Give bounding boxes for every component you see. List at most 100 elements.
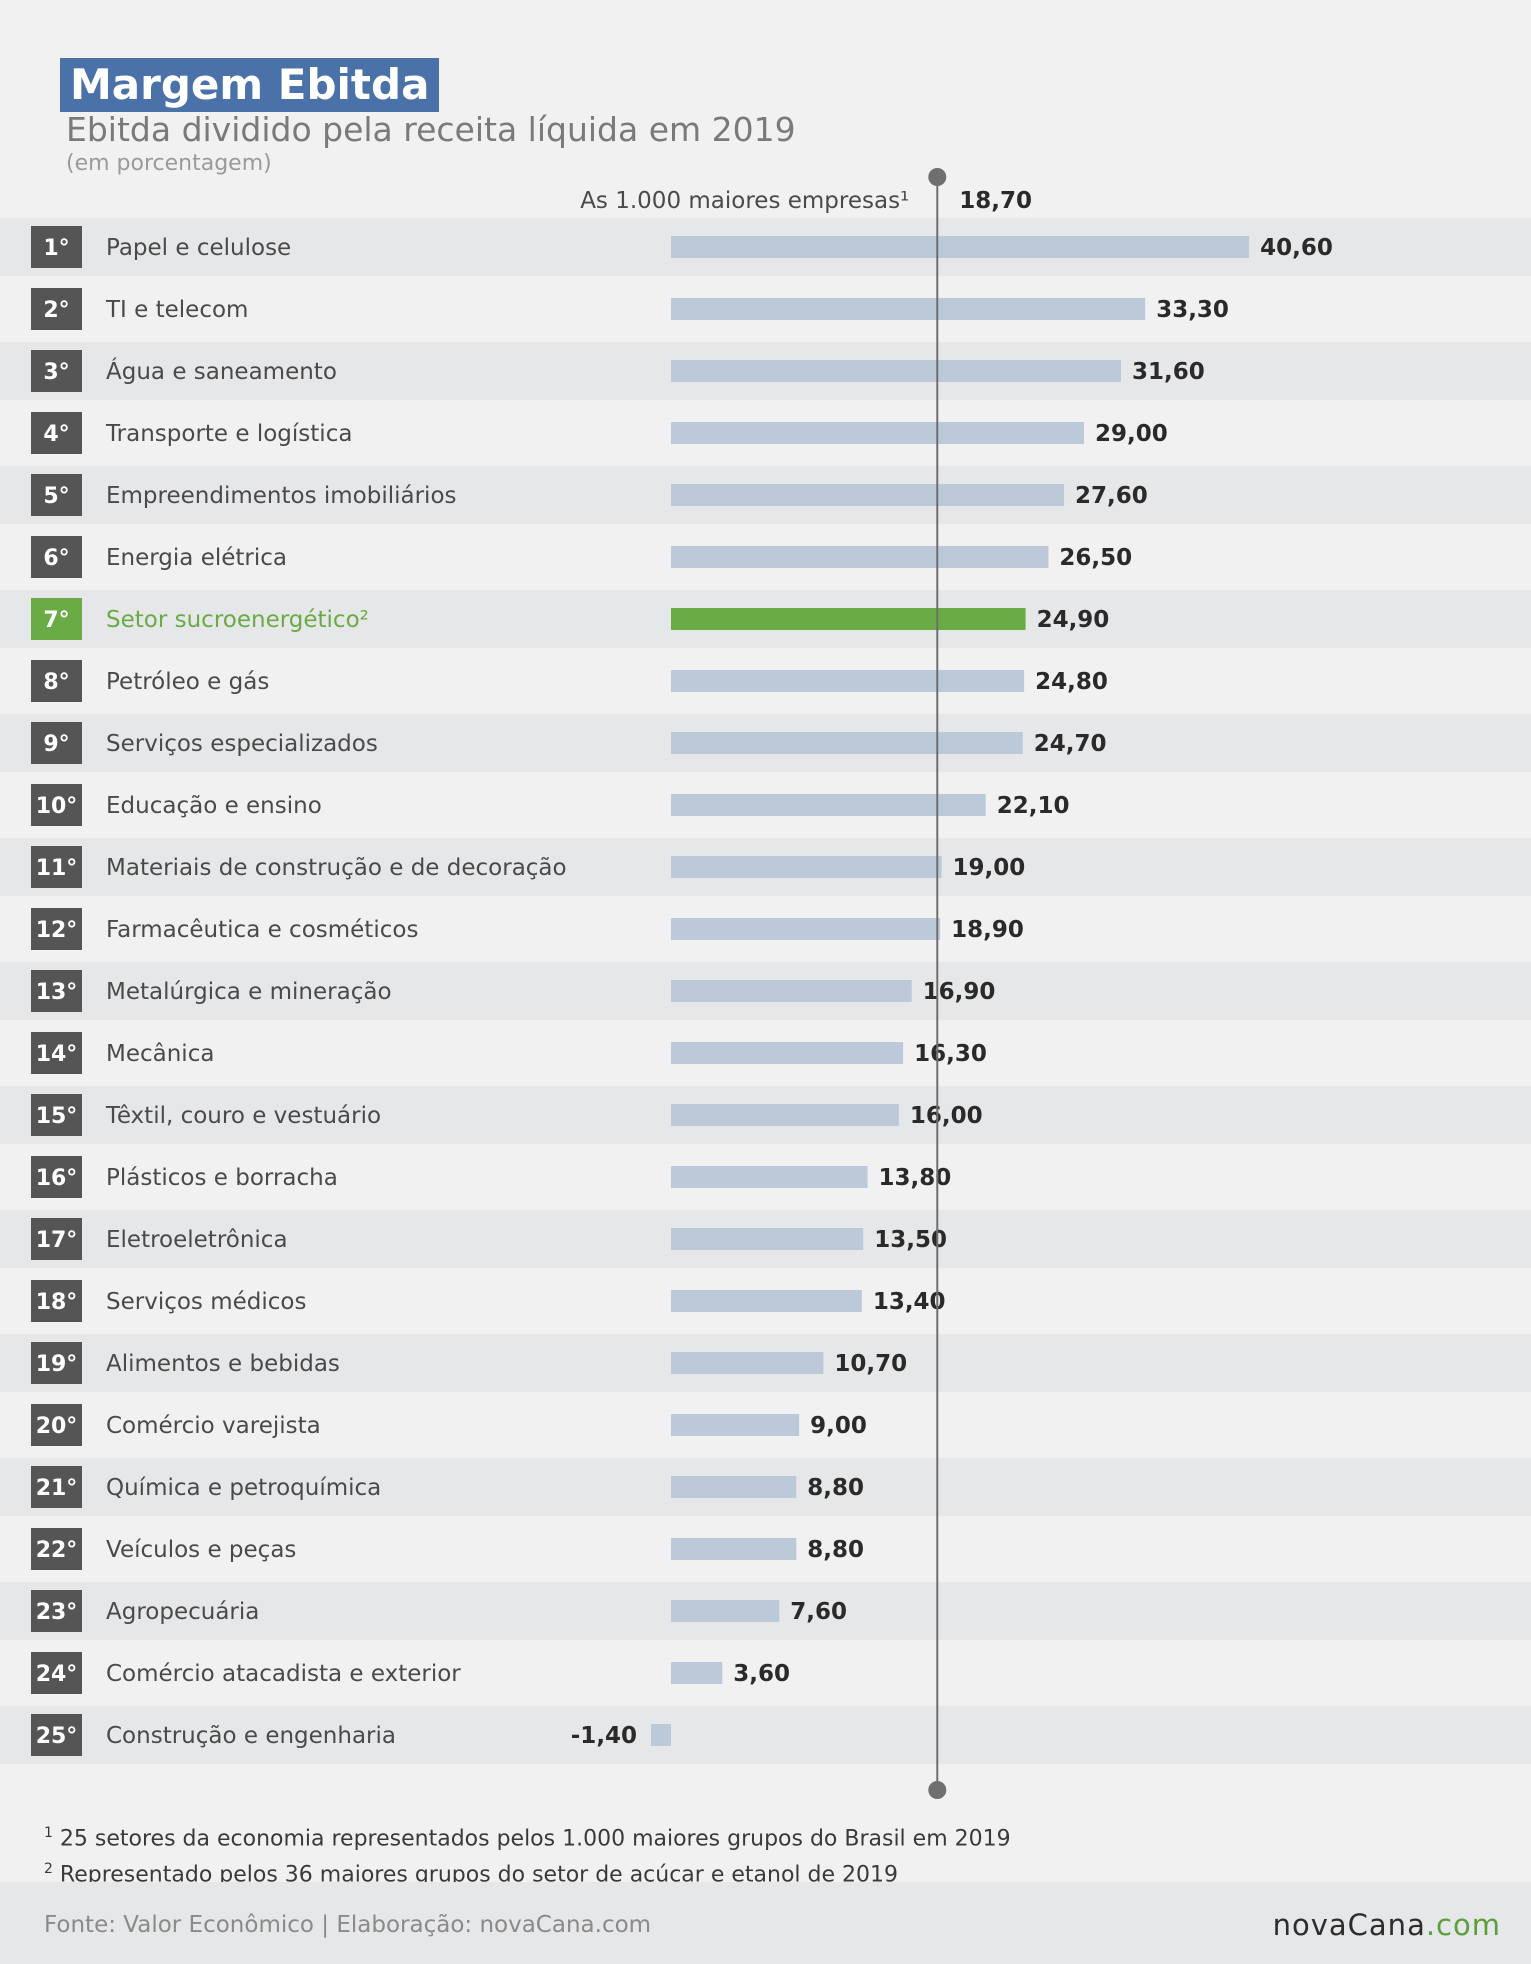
bar <box>671 1538 797 1560</box>
rank-box <box>31 1032 82 1074</box>
value-label: 24,90 <box>1037 607 1110 633</box>
rank-box <box>31 1404 82 1446</box>
footnotes: 1 25 setores da economia representados p… <box>44 1818 1011 1891</box>
value-label: 40,60 <box>1260 235 1333 261</box>
brand-logo: novaCana.com <box>1272 1908 1501 1942</box>
rank-label: 13° <box>36 980 78 1005</box>
source-note: Fonte: Valor Econômico | Elaboração: nov… <box>44 1912 652 1938</box>
bar <box>671 1290 862 1312</box>
bar <box>671 856 942 878</box>
sector-label: Plásticos e borracha <box>106 1165 338 1191</box>
reference-label: As 1.000 maiores empresas¹ <box>580 188 909 214</box>
chart-title: Margem Ebitda <box>60 58 440 112</box>
bar <box>671 422 1084 444</box>
value-label: 26,50 <box>1059 545 1132 571</box>
value-label: 8,80 <box>807 1475 864 1501</box>
rank-label: 23° <box>36 1600 78 1625</box>
sector-label: Papel e celulose <box>106 235 291 261</box>
sector-label: Farmacêutica e cosméticos <box>106 917 418 943</box>
sector-label: Água e saneamento <box>106 357 337 385</box>
bar <box>671 360 1121 382</box>
value-label: 16,00 <box>910 1103 983 1129</box>
value-label: 16,30 <box>914 1041 987 1067</box>
sector-label: Alimentos e bebidas <box>106 1351 340 1377</box>
sector-label: Têxtil, couro e vestuário <box>105 1103 381 1129</box>
reference-marker-top <box>928 168 947 186</box>
rank-box <box>31 412 82 454</box>
rank-label: 15° <box>36 1104 78 1129</box>
bar <box>671 236 1250 258</box>
sector-label: Materiais de construção e de decoração <box>106 855 567 881</box>
rank-label: 4° <box>43 422 69 447</box>
rank-label: 25° <box>36 1724 78 1749</box>
rank-box <box>31 474 82 516</box>
rank-box <box>31 722 82 764</box>
sector-label: Serviços médicos <box>106 1289 306 1315</box>
sector-label: Setor sucroenergético² <box>106 607 369 633</box>
rank-box <box>31 1714 82 1756</box>
rank-label: 1° <box>43 236 69 261</box>
bar <box>671 1414 800 1436</box>
rank-label: 7° <box>43 608 69 633</box>
bar <box>671 484 1065 506</box>
value-label: 27,60 <box>1075 483 1148 509</box>
value-label: 9,00 <box>810 1413 867 1439</box>
rank-box <box>31 536 82 578</box>
rank-label: 9° <box>43 732 69 757</box>
rank-box <box>31 908 82 950</box>
rank-label: 3° <box>43 360 69 385</box>
value-label: 24,70 <box>1034 731 1107 757</box>
bar <box>671 546 1049 568</box>
sector-label: Empreendimentos imobiliários <box>106 483 457 509</box>
rank-label: 2° <box>43 298 69 323</box>
sector-label: Energia elétrica <box>106 545 287 571</box>
footnote-1: 1 25 setores da economia representados p… <box>44 1825 1011 1852</box>
value-label: 24,80 <box>1035 669 1108 695</box>
rank-box <box>31 970 82 1012</box>
value-label: 7,60 <box>790 1599 847 1625</box>
rank-box <box>31 288 82 330</box>
rank-box <box>31 1280 82 1322</box>
rank-box <box>31 1466 82 1508</box>
rank-label: 6° <box>43 546 69 571</box>
sector-label: Construção e engenharia <box>106 1723 396 1749</box>
bar <box>671 1228 864 1250</box>
rank-box <box>31 1652 82 1694</box>
bar <box>671 1600 780 1622</box>
rank-box <box>31 660 82 702</box>
sector-label: TI e telecom <box>105 297 248 323</box>
rank-box <box>31 846 82 888</box>
value-label: 31,60 <box>1132 359 1205 385</box>
sector-label: Comércio varejista <box>106 1413 321 1439</box>
bar <box>671 918 941 940</box>
value-label: 8,80 <box>807 1537 864 1563</box>
rank-label: 14° <box>36 1042 78 1067</box>
rank-label: 21° <box>36 1476 78 1501</box>
sector-label: Mecânica <box>106 1041 214 1067</box>
reference-marker-bottom <box>928 1781 947 1799</box>
rank-label: 5° <box>43 484 69 509</box>
rank-label: 11° <box>36 856 78 881</box>
rank-box <box>31 1156 82 1198</box>
rank-label: 16° <box>36 1166 78 1191</box>
value-label: 16,90 <box>923 979 996 1005</box>
bar <box>671 1352 824 1374</box>
rank-box <box>31 226 82 268</box>
sector-label: Metalúrgica e mineração <box>106 979 392 1005</box>
footer: Fonte: Valor Econômico | Elaboração: nov… <box>0 1882 1531 1964</box>
rank-label: 18° <box>36 1290 78 1315</box>
bar <box>671 670 1025 692</box>
sector-label: Petróleo e gás <box>106 669 269 695</box>
reference-value: 18,70 <box>959 188 1032 214</box>
rank-label: 12° <box>36 918 78 943</box>
bar <box>651 1724 671 1746</box>
value-label: -1,40 <box>571 1723 637 1749</box>
bar-chart: 1° Papel e celulose 40,60 2° TI e telecom 33,… <box>0 168 1531 1799</box>
rank-box <box>31 1528 82 1570</box>
rank-label: 24° <box>36 1662 78 1687</box>
value-label: 13,80 <box>879 1165 952 1191</box>
rank-box <box>31 1218 82 1260</box>
bar <box>671 608 1026 630</box>
bar <box>671 1042 904 1064</box>
rank-label: 20° <box>36 1414 78 1439</box>
